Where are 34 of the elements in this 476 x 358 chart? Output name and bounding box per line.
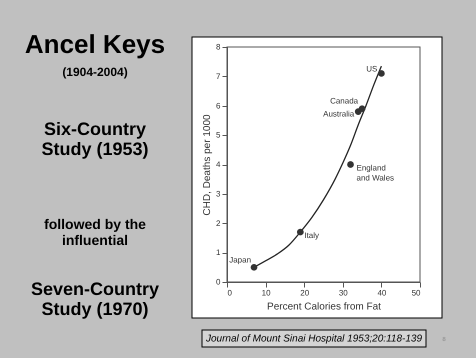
annotation: England and Wales	[356, 164, 394, 182]
x-tick-label: 20	[300, 288, 310, 298]
y-tick-label: 8	[216, 42, 222, 52]
y-tick-label: 2	[216, 218, 222, 228]
y-tick-label: 6	[216, 101, 222, 110]
point	[358, 105, 366, 112]
text: followed by the influential	[44, 216, 146, 248]
annotation: US	[366, 64, 378, 74]
y-tick-label: 7	[216, 72, 222, 81]
y-tick-label: 3	[216, 189, 222, 198]
annotation: Canada	[330, 96, 359, 106]
y-tick-label: 1	[216, 248, 222, 258]
y-tick-label: 0	[216, 278, 222, 286]
x-tick-label: 10	[262, 288, 272, 298]
y-tick-label: 4	[216, 160, 222, 169]
y-axis-title: CHD, Deaths per 1000	[202, 114, 214, 216]
x-tick-label: 50	[412, 288, 422, 298]
x-tick-label: 30	[338, 288, 348, 298]
x-tick-label: 40	[377, 288, 387, 298]
point	[296, 228, 304, 236]
text: Journal of Mount Sinai Hospital 1953;20:118-139	[204, 334, 422, 344]
y-tick-label: 5	[216, 130, 222, 140]
point	[250, 264, 258, 271]
point	[378, 70, 385, 77]
annotation: Japan	[229, 255, 252, 264]
chart-title: Ancel Keys	[24, 29, 166, 59]
text: Seven-Country Study (1970)	[30, 279, 160, 319]
annotation: Italy	[304, 231, 320, 240]
point	[347, 161, 354, 168]
text: (1904-2004)	[62, 65, 128, 79]
annotation: Australia	[323, 110, 355, 119]
text: Six-Country Study (1953)	[41, 119, 149, 159]
x-tick-label: 0	[228, 288, 232, 298]
x-axis-title: Percent Calories from Fat	[267, 302, 382, 312]
